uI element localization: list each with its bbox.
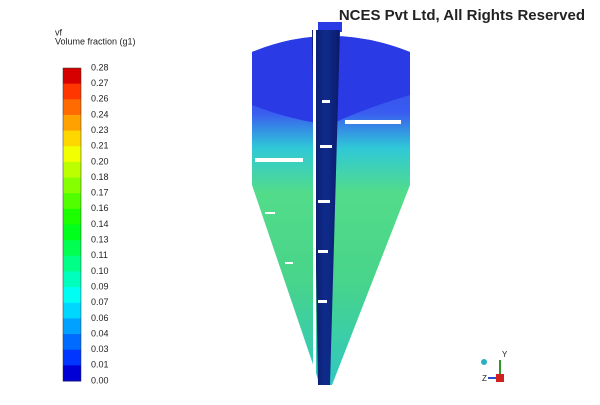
top-nozzle [318,22,342,32]
color-swatch [63,334,81,351]
colorbar-label: 0.20 [91,156,109,166]
color-swatch [63,224,81,241]
color-swatch [63,146,81,163]
colorbar-label: 0.00 [91,375,109,385]
color-swatch [63,161,81,179]
color-swatch [63,99,81,116]
color-swatch [63,318,81,335]
colorbar-label: 0.07 [91,297,109,307]
colorbar-frame [62,67,82,382]
colorbar: 0.28 0.27 0.26 0.24 0.23 0.21 0.20 0.18 0.17 0.16… [62,62,109,385]
color-swatch [63,271,81,288]
color-swatch [63,114,81,132]
colorbar-label: 0.24 [91,109,109,119]
triad-horizontal: Z [482,374,487,383]
color-swatch [63,208,81,225]
color-swatch [63,302,81,319]
draft-tube [312,30,340,385]
colorbar-label: 0.23 [91,125,109,135]
baffles [255,100,401,303]
colorbar-label: 0.17 [91,188,109,198]
colorbar-label: 0.10 [91,266,109,276]
color-swatch [63,130,81,147]
colorbar-label: 0.11 [91,250,108,260]
colorbar-label: 0.28 [91,62,109,72]
colorbar-label: 0.04 [91,328,109,338]
colorbar-label: 0.16 [91,203,109,213]
color-swatch [63,255,81,272]
colorbar-label: 0.01 [91,360,109,370]
color-swatch [63,287,81,304]
color-swatch [63,68,81,85]
colorbar-label: 0.13 [91,235,109,245]
color-swatch [63,365,81,382]
colorbar-label: 0.26 [91,94,109,104]
color-swatch [63,349,81,366]
colorbar-label: 0.06 [91,313,109,323]
triad-vertical: Y [502,350,508,359]
axis-triad: Z Y [481,350,508,383]
colorbar-label: 0.27 [91,78,109,88]
color-swatch [63,83,81,100]
colorbar-label: 0.03 [91,344,109,354]
colorbar-label: 0.21 [91,141,109,151]
colorbar-label: 0.18 [91,172,109,182]
colorbar-label: 0.09 [91,281,109,291]
color-swatch [63,193,81,210]
variable-name: vf [55,27,63,37]
color-swatch [63,177,81,194]
tube-wall [313,30,316,385]
colorbar-label: 0.14 [91,219,109,229]
colorbar-title: Volume fraction (g1) [55,36,136,46]
color-swatch [63,240,81,257]
watermark: NCES Pvt Ltd, All Rights Reserved [339,7,585,24]
